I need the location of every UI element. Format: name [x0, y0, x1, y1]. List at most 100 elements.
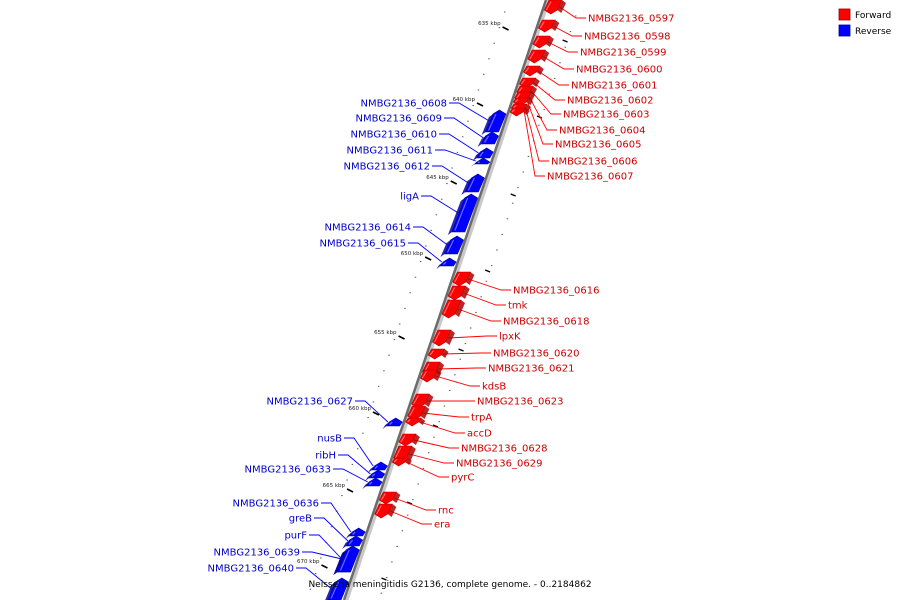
leader-line [309, 534, 343, 560]
gene-label-rnc[interactable]: rnc [438, 506, 454, 517]
gene-label-greb[interactable]: greB [289, 514, 312, 525]
gene-label-nmbg2136-0628[interactable]: NMBG2136_0628 [461, 444, 547, 455]
gene-label-nmbg2136-0607[interactable]: NMBG2136_0607 [547, 172, 633, 183]
gene-nmbg2136-0600[interactable] [527, 49, 550, 64]
gene-nmbg2136-0640[interactable] [324, 577, 349, 600]
gene-nusb[interactable] [367, 461, 388, 473]
gene-label-nmbg2136-0609[interactable]: NMBG2136_0609 [356, 114, 442, 125]
gene-label-nmbg2136-0610[interactable]: NMBG2136_0610 [351, 130, 437, 141]
gene-nmbg2136-0614[interactable] [440, 235, 464, 257]
gene-nmbg2136-0612[interactable] [461, 173, 485, 195]
gene-label-trpa[interactable]: trpA [471, 413, 492, 424]
gene-shape[interactable] [365, 477, 383, 487]
gene-nmbg2136-0639[interactable] [333, 545, 360, 575]
gene-shape[interactable] [348, 527, 366, 537]
gene-shape[interactable] [439, 257, 457, 267]
gene-label-nmbg2136-0614[interactable]: NMBG2136_0614 [325, 223, 411, 234]
gene-kdsb[interactable] [420, 369, 442, 383]
gene-lpxk[interactable] [432, 329, 455, 347]
gene-shape[interactable] [527, 49, 546, 64]
gene-label-nmbg2136-0629[interactable]: NMBG2136_0629 [456, 459, 542, 470]
gene-shape[interactable] [532, 35, 551, 49]
gene-shape[interactable] [452, 271, 471, 287]
gene-shape[interactable] [374, 503, 393, 519]
gene-nmbg2136-0607[interactable] [509, 107, 530, 117]
gene-label-kdsb[interactable]: kdsB [482, 382, 506, 393]
gene-label-nmbg2136-0602[interactable]: NMBG2136_0602 [567, 96, 653, 107]
gene-label-nmbg2136-0604[interactable]: NMBG2136_0604 [559, 126, 645, 137]
gene-nmbg2136-0616[interactable] [452, 271, 475, 287]
major-ticks: 635 kbp 640 kbp 645 kbp 650 kbp 655 kbp 660 k… [297, 21, 568, 581]
gene-label-lpxk[interactable]: lpxK [499, 332, 521, 343]
gene-nmbg2136-0599[interactable] [532, 35, 554, 49]
gene-shape[interactable] [368, 469, 386, 479]
gene-label-nmbg2136-0611[interactable]: NMBG2136_0611 [347, 146, 433, 157]
gene-label-nmbg2136-0608[interactable]: NMBG2136_0608 [361, 99, 447, 110]
gene-label-nmbg2136-0640[interactable]: NMBG2136_0640 [208, 564, 294, 575]
gene-label-nmbg2136-0600[interactable]: NMBG2136_0600 [576, 65, 662, 76]
gene-nmbg2136-0618[interactable] [441, 299, 465, 319]
gene-label-ribh[interactable]: ribH [315, 451, 336, 462]
gene-label-nmbg2136-0606[interactable]: NMBG2136_0606 [551, 157, 637, 168]
gene-nmbg2136-0628[interactable] [398, 433, 420, 447]
gene-shape[interactable] [543, 0, 563, 15]
gene-era[interactable] [374, 503, 397, 519]
gene-shape[interactable] [420, 369, 438, 383]
gene-shape[interactable] [474, 157, 491, 165]
gene-shape[interactable] [432, 329, 452, 347]
gene-nmbg2136-0598[interactable] [537, 19, 560, 33]
gene-nmbg2136-0602[interactable] [518, 77, 540, 89]
gene-label-nmbg2136-0612[interactable]: NMBG2136_0612 [344, 162, 430, 173]
genome-backbone [342, 0, 548, 600]
gene-label-nmbg2136-0601[interactable]: NMBG2136_0601 [571, 81, 657, 92]
gene-label-nmbg2136-0605[interactable]: NMBG2136_0605 [555, 140, 641, 151]
gene-label-nmbg2136-0639[interactable]: NMBG2136_0639 [214, 548, 300, 559]
gene-shape[interactable] [398, 433, 417, 447]
gene-liga[interactable] [447, 193, 479, 235]
gene-nmbg2136-0615[interactable] [436, 257, 457, 269]
gene-nmbg2136-0611[interactable] [470, 157, 491, 167]
gene-shape[interactable] [447, 285, 467, 301]
gene-pyrc[interactable] [391, 457, 412, 467]
gene-label-nmbg2136-0615[interactable]: NMBG2136_0615 [320, 239, 406, 250]
gene-label-nmbg2136-0603[interactable]: NMBG2136_0603 [563, 110, 649, 121]
gene-nmbg2136-0597[interactable] [543, 0, 566, 15]
gene-highlight [511, 109, 516, 113]
gene-nmbg2136-0620[interactable] [427, 348, 449, 360]
gene-trpa[interactable] [407, 405, 430, 421]
gene-label-nmbg2136-0599[interactable]: NMBG2136_0599 [580, 48, 666, 59]
gene-shade [325, 582, 336, 600]
leader-line [413, 439, 459, 449]
gene-nmbg2136-0601[interactable] [523, 65, 544, 77]
gene-shape[interactable] [537, 19, 556, 33]
gene-rnc[interactable] [378, 491, 401, 505]
gene-label-era[interactable]: era [434, 520, 450, 531]
gene-label-nmbg2136-0636[interactable]: NMBG2136_0636 [233, 499, 319, 510]
gene-tmk[interactable] [447, 285, 470, 301]
gene-label-nmbg2136-0627[interactable]: NMBG2136_0627 [267, 397, 353, 408]
gene-shade [536, 66, 544, 75]
gene-label-nmbg2136-0621[interactable]: NMBG2136_0621 [488, 364, 574, 375]
gene-label-nmbg2136-0620[interactable]: NMBG2136_0620 [493, 349, 579, 360]
gene-nmbg2136-0633[interactable] [362, 477, 383, 489]
gene-shape[interactable] [371, 461, 388, 471]
gene-nmbg2136-0609[interactable] [477, 131, 499, 147]
gene-label-accd[interactable]: accD [467, 429, 492, 440]
gene-label-purf[interactable]: purF [284, 531, 307, 542]
gene-shape[interactable] [378, 491, 397, 505]
gene-label-nmbg2136-0633[interactable]: NMBG2136_0633 [245, 465, 331, 476]
gene-label-tmk[interactable]: tmk [508, 301, 528, 312]
gene-label-nmbg2136-0598[interactable]: NMBG2136_0598 [584, 32, 670, 43]
gene-label-nmbg2136-0597[interactable]: NMBG2136_0597 [588, 14, 674, 25]
gene-highlight [454, 197, 469, 231]
gene-label-nmbg2136-0616[interactable]: NMBG2136_0616 [513, 286, 599, 297]
gene-label-nmbg2136-0618[interactable]: NMBG2136_0618 [503, 317, 589, 328]
gene-nmbg2136-0627[interactable] [382, 417, 403, 429]
gene-shape[interactable] [441, 299, 462, 319]
gene-accd[interactable] [405, 417, 426, 427]
gene-label-nmbg2136-0623[interactable]: NMBG2136_0623 [477, 397, 563, 408]
gene-shape[interactable] [386, 417, 403, 427]
gene-label-pyrc[interactable]: pyrC [451, 473, 474, 484]
gene-label-liga[interactable]: ligA [400, 192, 419, 203]
gene-label-nusb[interactable]: nusB [317, 434, 342, 445]
